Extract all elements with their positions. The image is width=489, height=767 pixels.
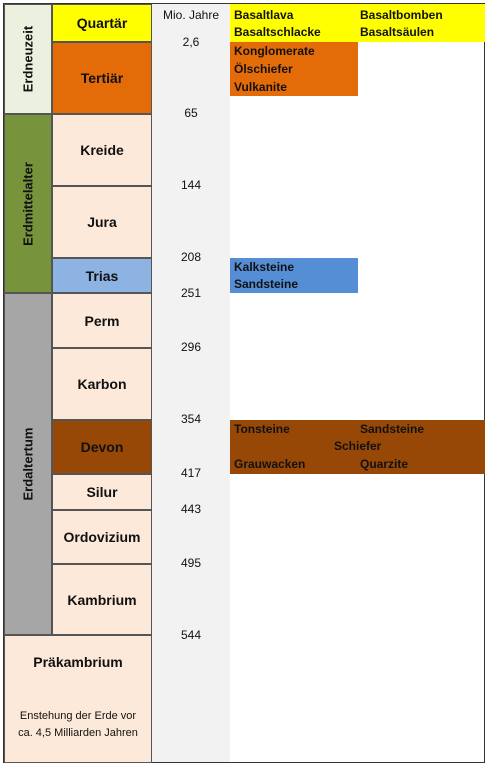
precambrian-note-line2: ca. 4,5 Milliarden Jahren (18, 727, 138, 739)
rock-label: Sandsteine (234, 277, 299, 291)
age-value: 495 (180, 556, 202, 570)
era-erdaltertum: Erdaltertum (4, 293, 52, 635)
precambrian-label: Präkambrium (33, 654, 123, 670)
age-value: 65 (184, 106, 198, 120)
age-value: 296 (180, 340, 202, 354)
age-value: 144 (180, 178, 202, 192)
rock-label: Grauwacken (234, 457, 306, 471)
precambrian-cell (4, 635, 152, 763)
rock-label: Tonsteine (234, 422, 290, 436)
era-label: Erdneuzeit (20, 25, 36, 93)
period-quartaer: Quartär (52, 4, 152, 42)
age-value: 208 (180, 250, 202, 264)
age-column (152, 4, 230, 762)
rocks-trias: Kalksteine Sandsteine (230, 258, 358, 293)
period-devon: Devon (52, 420, 152, 474)
age-value: 443 (180, 502, 202, 516)
rocks-devon: Tonsteine Sandsteine Schiefer Grauwacken… (230, 420, 485, 474)
age-value: 251 (180, 286, 202, 300)
era-erdneuzeit: Erdneuzeit (4, 4, 52, 114)
period-trias: Trias (52, 258, 152, 293)
rock-label: Sandsteine (360, 422, 425, 436)
rock-label: Basaltlava (234, 8, 294, 22)
rock-label: Quarzite (360, 457, 409, 471)
period-jura: Jura (52, 186, 152, 258)
precambrian-note: Enstehung der Erde vor ca. 4,5 Milliarde… (4, 708, 152, 742)
table-frame (3, 3, 485, 763)
rock-label: Schiefer (334, 439, 382, 453)
rock-label: Ölschiefer (234, 62, 293, 76)
age-value: 354 (180, 412, 202, 426)
age-value: 417 (180, 466, 202, 480)
rocks-tertiaer: Konglomerate Ölschiefer Vulkanite (230, 42, 358, 96)
period-tertiaer: Tertiär (52, 42, 152, 114)
age-header: Mio. Jahre (162, 8, 220, 22)
era-label: Erdaltertum (20, 427, 36, 501)
era-erdmittelalter: Erdmittelalter (4, 114, 52, 293)
rock-label: Basaltsäulen (360, 25, 435, 39)
rock-label: Basaltschlacke (234, 25, 321, 39)
rock-label: Kalksteine (234, 260, 295, 274)
age-value: 2,6 (182, 35, 200, 49)
rock-label: Konglomerate (234, 44, 315, 58)
rocks-quartaer: Basaltlava Basaltbomben Basaltschlacke B… (230, 4, 485, 42)
period-perm: Perm (52, 293, 152, 348)
age-value: 544 (180, 628, 202, 642)
period-kambrium: Kambrium (52, 564, 152, 635)
period-silur: Silur (52, 474, 152, 510)
period-karbon: Karbon (52, 348, 152, 420)
rock-label: Basaltbomben (360, 8, 443, 22)
period-kreide: Kreide (52, 114, 152, 186)
era-label: Erdmittelalter (20, 161, 36, 246)
period-ordovizium: Ordovizium (52, 510, 152, 564)
rock-label: Vulkanite (234, 80, 287, 94)
precambrian-note-line1: Enstehung der Erde vor (19, 710, 137, 722)
